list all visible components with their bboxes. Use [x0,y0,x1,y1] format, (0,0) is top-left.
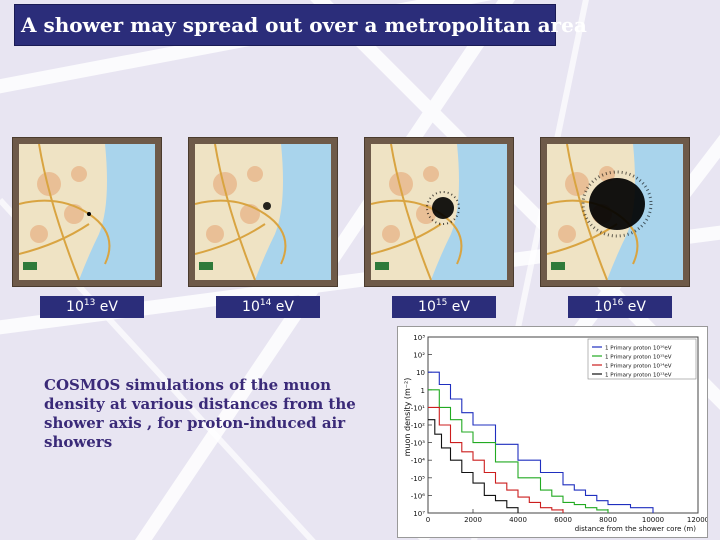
energy-base: 10 [594,299,612,315]
energy-base: 10 [66,299,84,315]
legend-label: 1 Primary proton 10¹⁴eV [605,363,672,370]
y-tick-label: -10³ [411,440,425,448]
energy-unit: eV [623,299,646,315]
y-tick-label: -10⁶ [411,492,425,500]
y-tick-label: 10⁷ [413,510,425,518]
legend-label: 1 Primary proton 10¹⁵eV [605,354,672,361]
description-text: COSMOS simulations of the muon density a… [44,376,356,451]
slide-title: A shower may spread out over a metropoli… [21,13,587,37]
series-line-1 [428,389,609,513]
x-tick-label: 6000 [554,516,572,524]
x-tick-label: 4000 [509,516,527,524]
energy-exponent: 14 [259,298,272,308]
x-tick-label: 10000 [642,516,664,524]
energy-label-1e16: 1016 eV [568,296,672,318]
map-1e15 [364,137,514,287]
energy-label-1e13: 1013 eV [40,296,144,318]
x-tick-label: 0 [426,516,430,524]
city-map-image [19,144,155,280]
energy-base: 10 [242,299,260,315]
legend-box [587,338,697,380]
energy-exponent: 13 [83,298,96,308]
energy-exponent: 15 [435,298,448,308]
y-tick-label: 1 [421,387,425,395]
map-1e16 [540,137,690,287]
city-map-image [195,144,331,280]
energy-unit: eV [95,299,118,315]
series-line-3 [428,419,519,513]
legend-label: 1 Primary proton 10¹³eV [605,372,672,379]
x-tick-label: 8000 [599,516,617,524]
series-line-0 [428,371,654,513]
y-tick-label: -10⁴ [411,457,425,465]
y-tick-label: 10³ [413,334,425,342]
energy-base: 10 [418,299,436,315]
muon-density-chart: 10⁷ -10⁶ -10⁵ -10⁴ -10³ -10² -10¹ 1 10 10² 10³ 0 20… [397,326,708,538]
title-bar: A shower may spread out over a metropoli… [14,4,587,46]
series-line-2 [428,406,564,513]
energy-unit: eV [447,299,470,315]
map-1e14 [188,137,338,287]
city-map-image [371,144,507,280]
legend-label: 1 Primary proton 10¹⁶eV [605,345,672,352]
energy-label-1e14: 1014 eV [216,296,320,318]
energy-label-1e15: 1015 eV [392,296,496,318]
energy-exponent: 16 [611,298,624,308]
y-axis-label: muon density (m⁻²) [403,378,412,457]
city-map-image [547,144,683,280]
chart-svg: 10⁷ -10⁶ -10⁵ -10⁴ -10³ -10² -10¹ 1 10 10² 10³ 0 20… [403,334,707,533]
y-tick-label: -10² [411,422,425,430]
x-tick-label: 2000 [464,516,482,524]
y-tick-label: 10 [416,369,425,377]
y-tick-label: 10² [413,352,425,360]
y-tick-label: -10¹ [411,404,425,412]
y-tick-label: -10⁵ [411,475,425,483]
x-tick-label: 12000 [687,516,707,524]
x-axis-label: distance from the shower core (m) [575,525,697,533]
energy-unit: eV [271,299,294,315]
map-1e13 [12,137,162,287]
